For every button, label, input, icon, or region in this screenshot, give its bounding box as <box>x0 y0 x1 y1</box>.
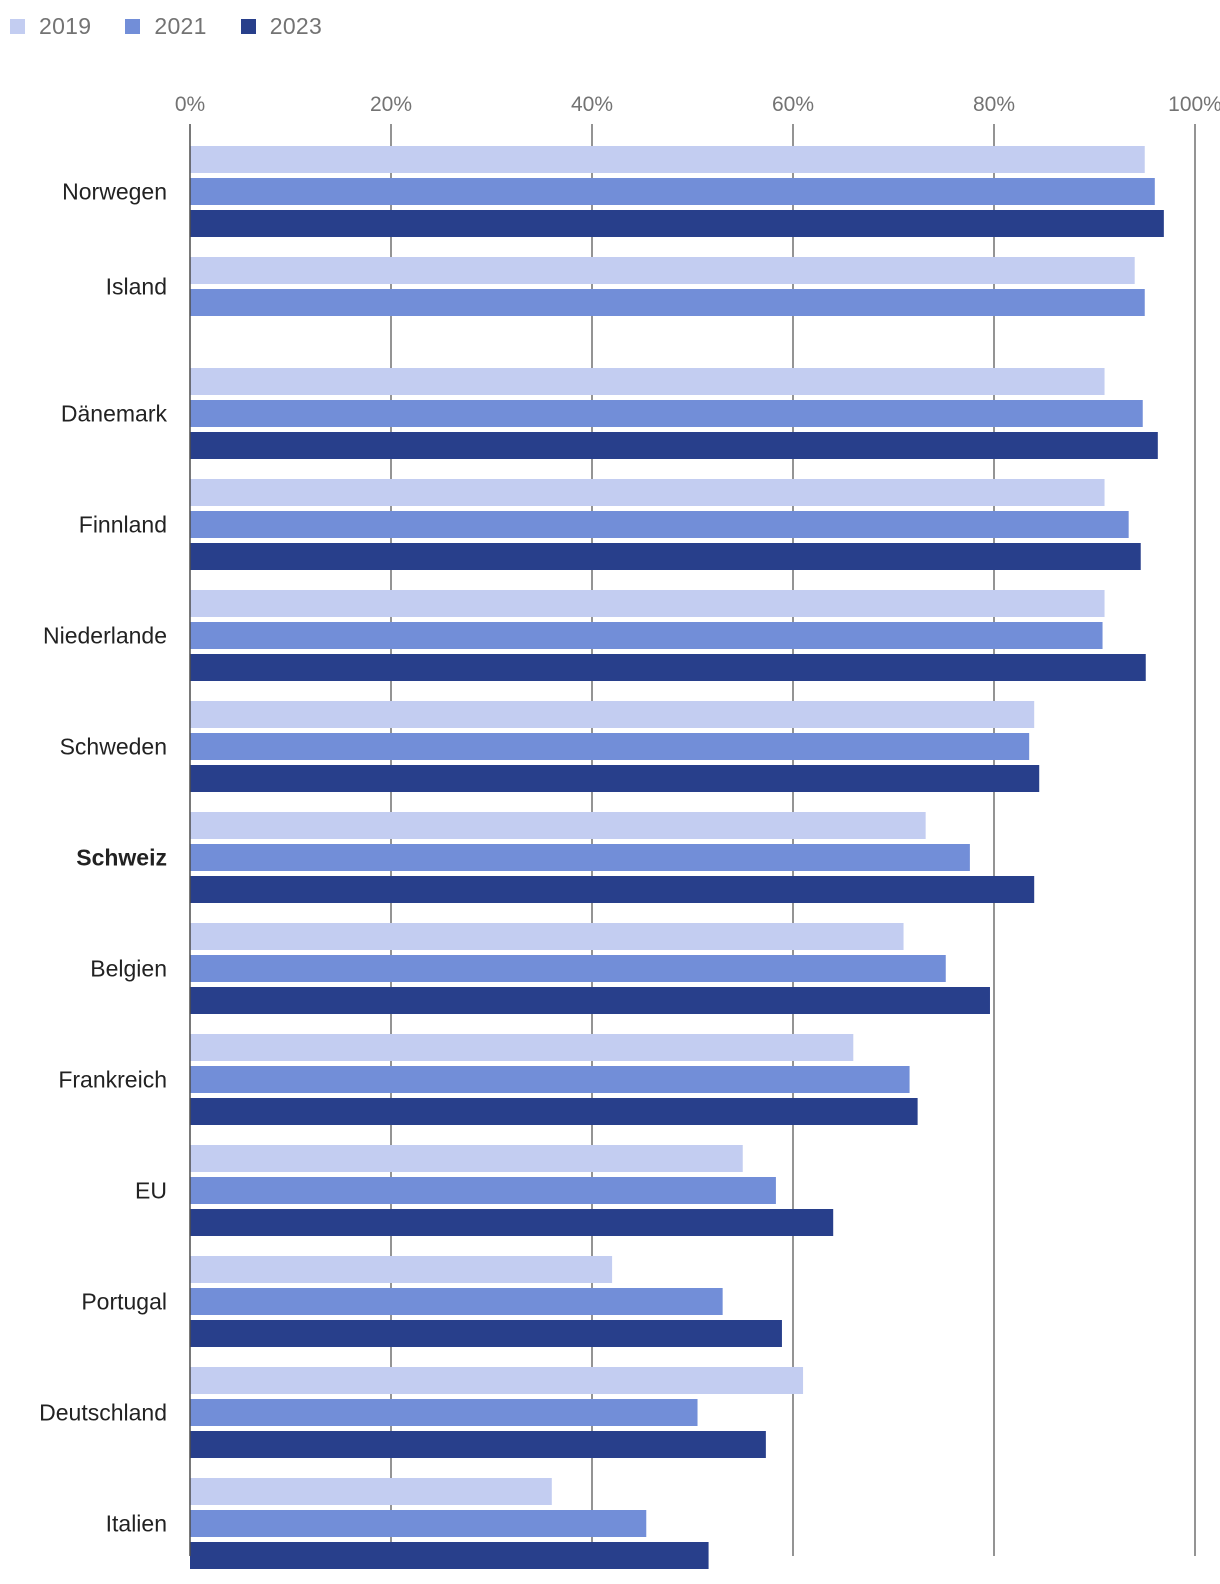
bar-deutschland-2023[interactable] <box>190 1431 766 1458</box>
category-label-belgien: Belgien <box>90 956 167 982</box>
bar-niederlande-2023[interactable] <box>190 654 1146 681</box>
x-tick-label-0: 0% <box>175 93 205 116</box>
bars <box>190 146 1164 1569</box>
x-tick-label-80: 80% <box>973 93 1015 116</box>
legend-swatch-2019 <box>10 18 25 34</box>
bar-daenemark-2021[interactable] <box>190 400 1143 427</box>
bar-italien-2021[interactable] <box>190 1510 647 1537</box>
legend-swatch-2021 <box>125 18 141 34</box>
bar-finnland-2023[interactable] <box>190 543 1141 570</box>
bar-schweden-2023[interactable] <box>190 765 1040 792</box>
bar-eu-2023[interactable] <box>190 1209 834 1236</box>
bar-portugal-2023[interactable] <box>190 1320 782 1347</box>
bar-schweiz-2021[interactable] <box>190 844 970 871</box>
category-label-deutschland: Deutschland <box>39 1400 167 1426</box>
legend-label-2021: 2021 <box>154 12 207 39</box>
bar-eu-2021[interactable] <box>190 1177 776 1204</box>
bar-island-2021[interactable] <box>190 289 1145 316</box>
category-labels: Norwegen Island Dänemark Finnland Niederland… <box>39 179 167 1537</box>
bar-eu-2019[interactable] <box>190 1145 743 1172</box>
bar-norwegen-2021[interactable] <box>190 178 1155 205</box>
category-label-niederlande: Niederlande <box>43 623 167 649</box>
bar-island-2019[interactable] <box>190 257 1135 284</box>
category-label-eu: EU <box>135 1178 167 1204</box>
bar-niederlande-2021[interactable] <box>190 622 1103 649</box>
bar-finnland-2019[interactable] <box>190 479 1105 506</box>
bar-portugal-2021[interactable] <box>190 1288 723 1315</box>
bar-portugal-2019[interactable] <box>190 1256 613 1283</box>
bar-schweden-2021[interactable] <box>190 733 1030 760</box>
bar-belgien-2023[interactable] <box>190 987 990 1014</box>
category-label-daenemark: Dänemark <box>61 401 168 427</box>
bar-deutschland-2021[interactable] <box>190 1399 698 1426</box>
x-tick-label-100: 100% <box>1168 93 1220 116</box>
bar-finnland-2021[interactable] <box>190 511 1129 538</box>
category-label-schweiz: Schweiz <box>76 845 167 871</box>
bar-frankreich-2021[interactable] <box>190 1066 910 1093</box>
category-label-italien: Italien <box>106 1511 167 1537</box>
legend-label-2023: 2023 <box>269 12 323 39</box>
category-label-portugal: Portugal <box>81 1289 167 1315</box>
x-tick-label-40: 40% <box>571 93 613 116</box>
legend-item-2023[interactable]: 2023 <box>240 12 323 40</box>
bar-italien-2019[interactable] <box>190 1478 552 1505</box>
category-label-island: Island <box>106 274 167 300</box>
bar-schweiz-2019[interactable] <box>190 812 926 839</box>
legend-label-2019: 2019 <box>39 12 92 39</box>
category-label-frankreich: Frankreich <box>58 1067 167 1093</box>
category-label-finnland: Finnland <box>79 512 167 538</box>
bar-norwegen-2019[interactable] <box>190 146 1145 173</box>
bar-italien-2023[interactable] <box>190 1542 709 1569</box>
x-axis-ticks: 0% 20% 40% 60% 80% 100% <box>175 93 1220 116</box>
x-tick-label-20: 20% <box>370 93 412 116</box>
bar-niederlande-2019[interactable] <box>190 590 1105 617</box>
gridlines <box>390 124 1196 1556</box>
category-label-norwegen: Norwegen <box>62 179 167 205</box>
x-tick-label-60: 60% <box>772 93 814 116</box>
bar-belgien-2019[interactable] <box>190 923 904 950</box>
bar-deutschland-2019[interactable] <box>190 1367 804 1394</box>
legend-swatch-2023 <box>240 18 256 34</box>
bar-frankreich-2019[interactable] <box>190 1034 854 1061</box>
bar-schweiz-2023[interactable] <box>190 876 1035 903</box>
bar-daenemark-2023[interactable] <box>190 432 1158 459</box>
legend-item-2019[interactable]: 2019 <box>10 13 91 40</box>
bar-belgien-2021[interactable] <box>190 955 946 982</box>
legend-item-2021[interactable]: 2021 <box>125 13 206 40</box>
legend: 2019 2021 2023 <box>10 10 322 42</box>
category-label-schweden: Schweden <box>60 734 167 760</box>
bar-schweden-2019[interactable] <box>190 701 1035 728</box>
bar-daenemark-2019[interactable] <box>190 368 1105 395</box>
bar-norwegen-2023[interactable] <box>190 210 1164 237</box>
bar-frankreich-2023[interactable] <box>190 1098 918 1125</box>
